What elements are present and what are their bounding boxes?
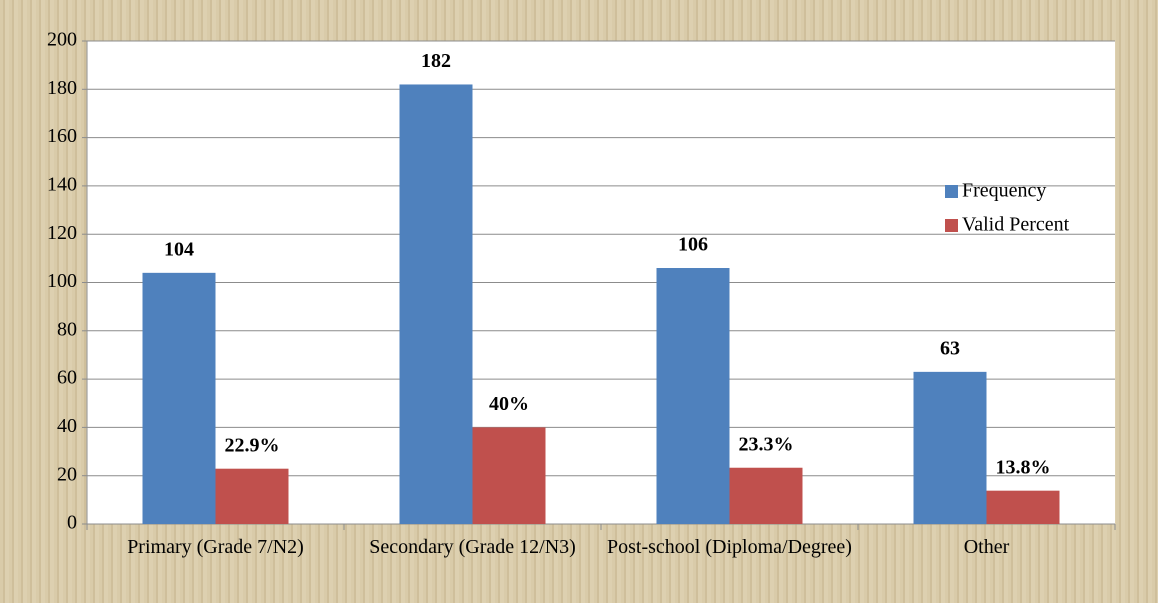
bar [142,272,216,524]
data-label: 13.8% [996,456,1051,478]
y-tick-label: 0 [67,512,77,534]
data-label: 182 [421,50,451,72]
bar [215,468,289,524]
x-tick-label: Other [963,536,1010,558]
y-tick-label: 40 [57,415,77,437]
y-tick-label: 180 [47,77,77,99]
legend-label: Valid Percent [962,214,1070,236]
bar [472,427,546,524]
bar [986,490,1060,524]
y-tick-label: 200 [47,29,77,51]
y-tick-label: 140 [47,173,77,195]
legend-swatch [945,219,958,232]
y-tick-label: 20 [57,463,77,485]
legend-swatch [945,185,958,198]
y-tick-label: 160 [47,125,77,147]
data-label: 22.9% [225,434,280,456]
data-label: 23.3% [739,433,794,455]
data-label: 63 [940,337,960,359]
x-tick-label: Secondary (Grade 12/N3) [369,536,576,558]
y-tick-label: 60 [57,367,77,389]
y-tick-label: 80 [57,318,77,340]
y-tick-label: 100 [47,270,77,292]
bar [399,84,473,524]
bar [913,371,987,524]
x-tick-label: Post-school (Diploma/Degree) [607,536,852,558]
data-label: 40% [489,393,529,415]
data-label: 104 [164,238,194,260]
bar [729,467,803,524]
legend-label: Frequency [962,180,1046,202]
data-label: 106 [678,234,708,256]
bar [656,268,730,524]
x-tick-label: Primary (Grade 7/N2) [127,536,304,558]
y-tick-label: 120 [47,222,77,244]
